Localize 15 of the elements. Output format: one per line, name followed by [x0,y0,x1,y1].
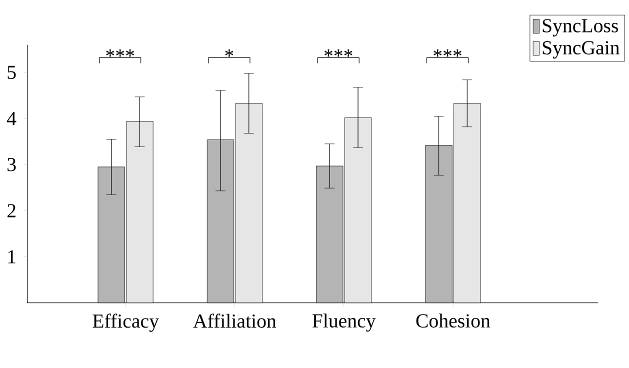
x-tick-label: Fluency [312,314,376,332]
annotation: * [225,50,234,57]
x-tick-label: Efficacy [92,314,159,332]
y-tick-label: 2 [7,204,16,218]
y-tick-label: 1 [8,250,16,264]
x-tick-label: Affiliation [193,314,276,328]
x-tick-label: Cohesion [416,314,490,328]
y-tick-label: 4 [7,112,16,126]
y-tick-label: 5 [8,66,16,80]
legend-label: SyncGain [542,41,620,59]
annotation: *** [434,50,462,57]
annotation: *** [324,50,352,57]
annotation: *** [106,50,134,57]
y-tick-label: 3 [8,158,16,172]
legend-label: SyncLoss [542,19,618,37]
